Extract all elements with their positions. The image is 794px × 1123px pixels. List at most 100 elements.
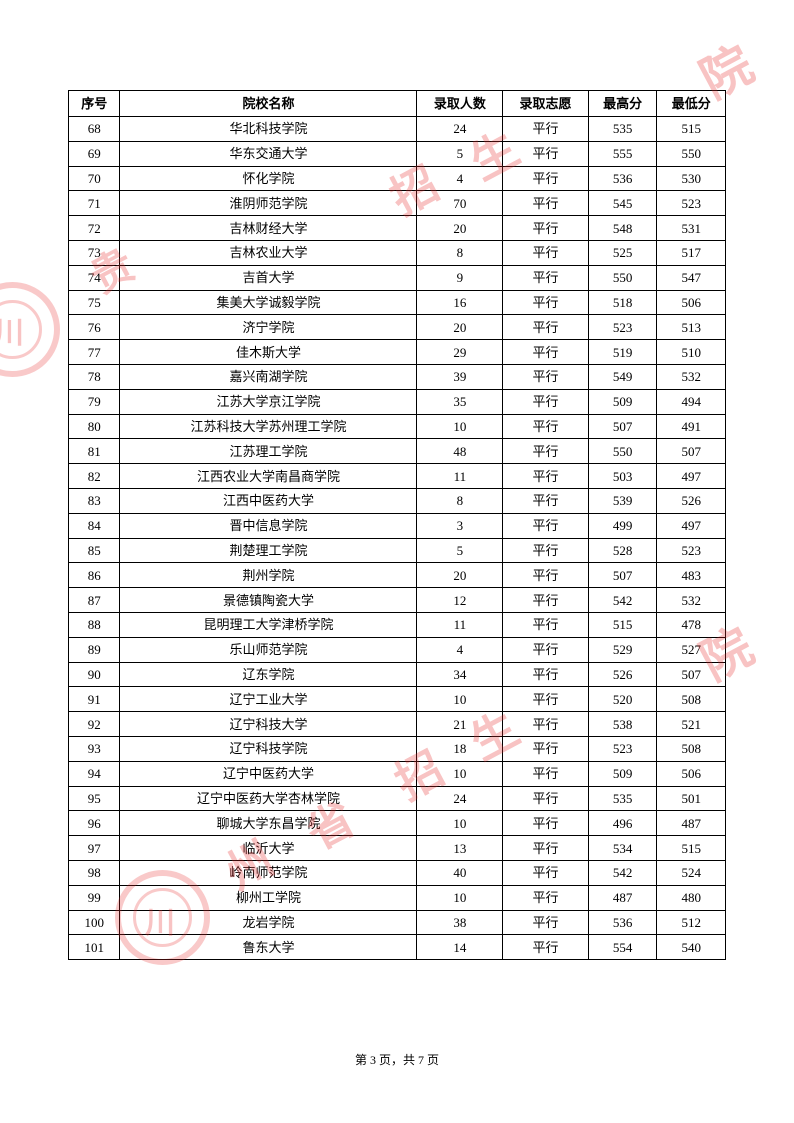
cell-min: 510 <box>657 340 726 365</box>
table-row: 75集美大学诚毅学院16平行518506 <box>69 290 726 315</box>
table-row: 76济宁学院20平行523513 <box>69 315 726 340</box>
cell-max: 545 <box>588 191 657 216</box>
cell-wish: 平行 <box>503 166 589 191</box>
cell-wish: 平行 <box>503 488 589 513</box>
cell-count: 20 <box>417 563 503 588</box>
cell-name: 淮阴师范学院 <box>120 191 417 216</box>
cell-count: 38 <box>417 910 503 935</box>
table-row: 84晋中信息学院3平行499497 <box>69 513 726 538</box>
cell-wish: 平行 <box>503 836 589 861</box>
table-row: 88昆明理工大学津桥学院11平行515478 <box>69 612 726 637</box>
cell-seq: 101 <box>69 935 120 960</box>
table-row: 101鲁东大学14平行554540 <box>69 935 726 960</box>
cell-wish: 平行 <box>503 662 589 687</box>
cell-max: 518 <box>588 290 657 315</box>
cell-seq: 75 <box>69 290 120 315</box>
cell-seq: 76 <box>69 315 120 340</box>
cell-max: 536 <box>588 910 657 935</box>
cell-min: 540 <box>657 935 726 960</box>
cell-max: 549 <box>588 364 657 389</box>
cell-max: 550 <box>588 265 657 290</box>
cell-name: 辽宁科技大学 <box>120 712 417 737</box>
cell-name: 吉林财经大学 <box>120 216 417 241</box>
cell-name: 柳州工学院 <box>120 885 417 910</box>
cell-min: 521 <box>657 712 726 737</box>
cell-count: 48 <box>417 439 503 464</box>
cell-count: 5 <box>417 141 503 166</box>
cell-name: 江苏科技大学苏州理工学院 <box>120 414 417 439</box>
cell-min: 532 <box>657 588 726 613</box>
cell-count: 5 <box>417 538 503 563</box>
cell-max: 528 <box>588 538 657 563</box>
cell-name: 江苏理工学院 <box>120 439 417 464</box>
cell-min: 513 <box>657 315 726 340</box>
cell-seq: 97 <box>69 836 120 861</box>
cell-max: 548 <box>588 216 657 241</box>
cell-count: 10 <box>417 811 503 836</box>
cell-seq: 80 <box>69 414 120 439</box>
cell-max: 519 <box>588 340 657 365</box>
table-row: 100龙岩学院38平行536512 <box>69 910 726 935</box>
cell-min: 531 <box>657 216 726 241</box>
cell-min: 497 <box>657 513 726 538</box>
cell-max: 515 <box>588 612 657 637</box>
table-row: 85荆楚理工学院5平行528523 <box>69 538 726 563</box>
cell-seq: 72 <box>69 216 120 241</box>
cell-count: 10 <box>417 885 503 910</box>
cell-seq: 87 <box>69 588 120 613</box>
cell-min: 532 <box>657 364 726 389</box>
col-header-seq: 序号 <box>69 91 120 117</box>
cell-min: 523 <box>657 538 726 563</box>
table-row: 91辽宁工业大学10平行520508 <box>69 687 726 712</box>
cell-count: 29 <box>417 340 503 365</box>
cell-wish: 平行 <box>503 588 589 613</box>
cell-min: 494 <box>657 389 726 414</box>
cell-name: 乐山师范学院 <box>120 637 417 662</box>
table-row: 93辽宁科技学院18平行523508 <box>69 736 726 761</box>
table-body: 68华北科技学院24平行53551569华东交通大学5平行55555070怀化学… <box>69 117 726 960</box>
table-row: 69华东交通大学5平行555550 <box>69 141 726 166</box>
cell-wish: 平行 <box>503 910 589 935</box>
cell-wish: 平行 <box>503 290 589 315</box>
cell-max: 499 <box>588 513 657 538</box>
cell-wish: 平行 <box>503 736 589 761</box>
table-row: 89乐山师范学院4平行529527 <box>69 637 726 662</box>
cell-min: 512 <box>657 910 726 935</box>
cell-seq: 79 <box>69 389 120 414</box>
table-row: 83江西中医药大学8平行539526 <box>69 488 726 513</box>
cell-name: 华东交通大学 <box>120 141 417 166</box>
cell-name: 龙岩学院 <box>120 910 417 935</box>
cell-count: 35 <box>417 389 503 414</box>
table-row: 80江苏科技大学苏州理工学院10平行507491 <box>69 414 726 439</box>
cell-max: 539 <box>588 488 657 513</box>
cell-min: 523 <box>657 191 726 216</box>
cell-min: 491 <box>657 414 726 439</box>
cell-max: 507 <box>588 563 657 588</box>
table-row: 70怀化学院4平行536530 <box>69 166 726 191</box>
cell-name: 江西中医药大学 <box>120 488 417 513</box>
table-header: 序号 院校名称 录取人数 录取志愿 最高分 最低分 <box>69 91 726 117</box>
cell-seq: 78 <box>69 364 120 389</box>
cell-wish: 平行 <box>503 712 589 737</box>
cell-max: 507 <box>588 414 657 439</box>
cell-wish: 平行 <box>503 612 589 637</box>
cell-wish: 平行 <box>503 464 589 489</box>
cell-seq: 90 <box>69 662 120 687</box>
cell-min: 506 <box>657 290 726 315</box>
cell-max: 550 <box>588 439 657 464</box>
table-row: 98岭南师范学院40平行542524 <box>69 860 726 885</box>
cell-min: 550 <box>657 141 726 166</box>
cell-count: 3 <box>417 513 503 538</box>
table-row: 77佳木斯大学29平行519510 <box>69 340 726 365</box>
cell-seq: 92 <box>69 712 120 737</box>
cell-count: 10 <box>417 761 503 786</box>
cell-min: 515 <box>657 117 726 142</box>
cell-count: 39 <box>417 364 503 389</box>
cell-min: 507 <box>657 439 726 464</box>
cell-name: 昆明理工大学津桥学院 <box>120 612 417 637</box>
cell-seq: 100 <box>69 910 120 935</box>
cell-wish: 平行 <box>503 364 589 389</box>
cell-min: 507 <box>657 662 726 687</box>
cell-name: 荆楚理工学院 <box>120 538 417 563</box>
cell-max: 520 <box>588 687 657 712</box>
